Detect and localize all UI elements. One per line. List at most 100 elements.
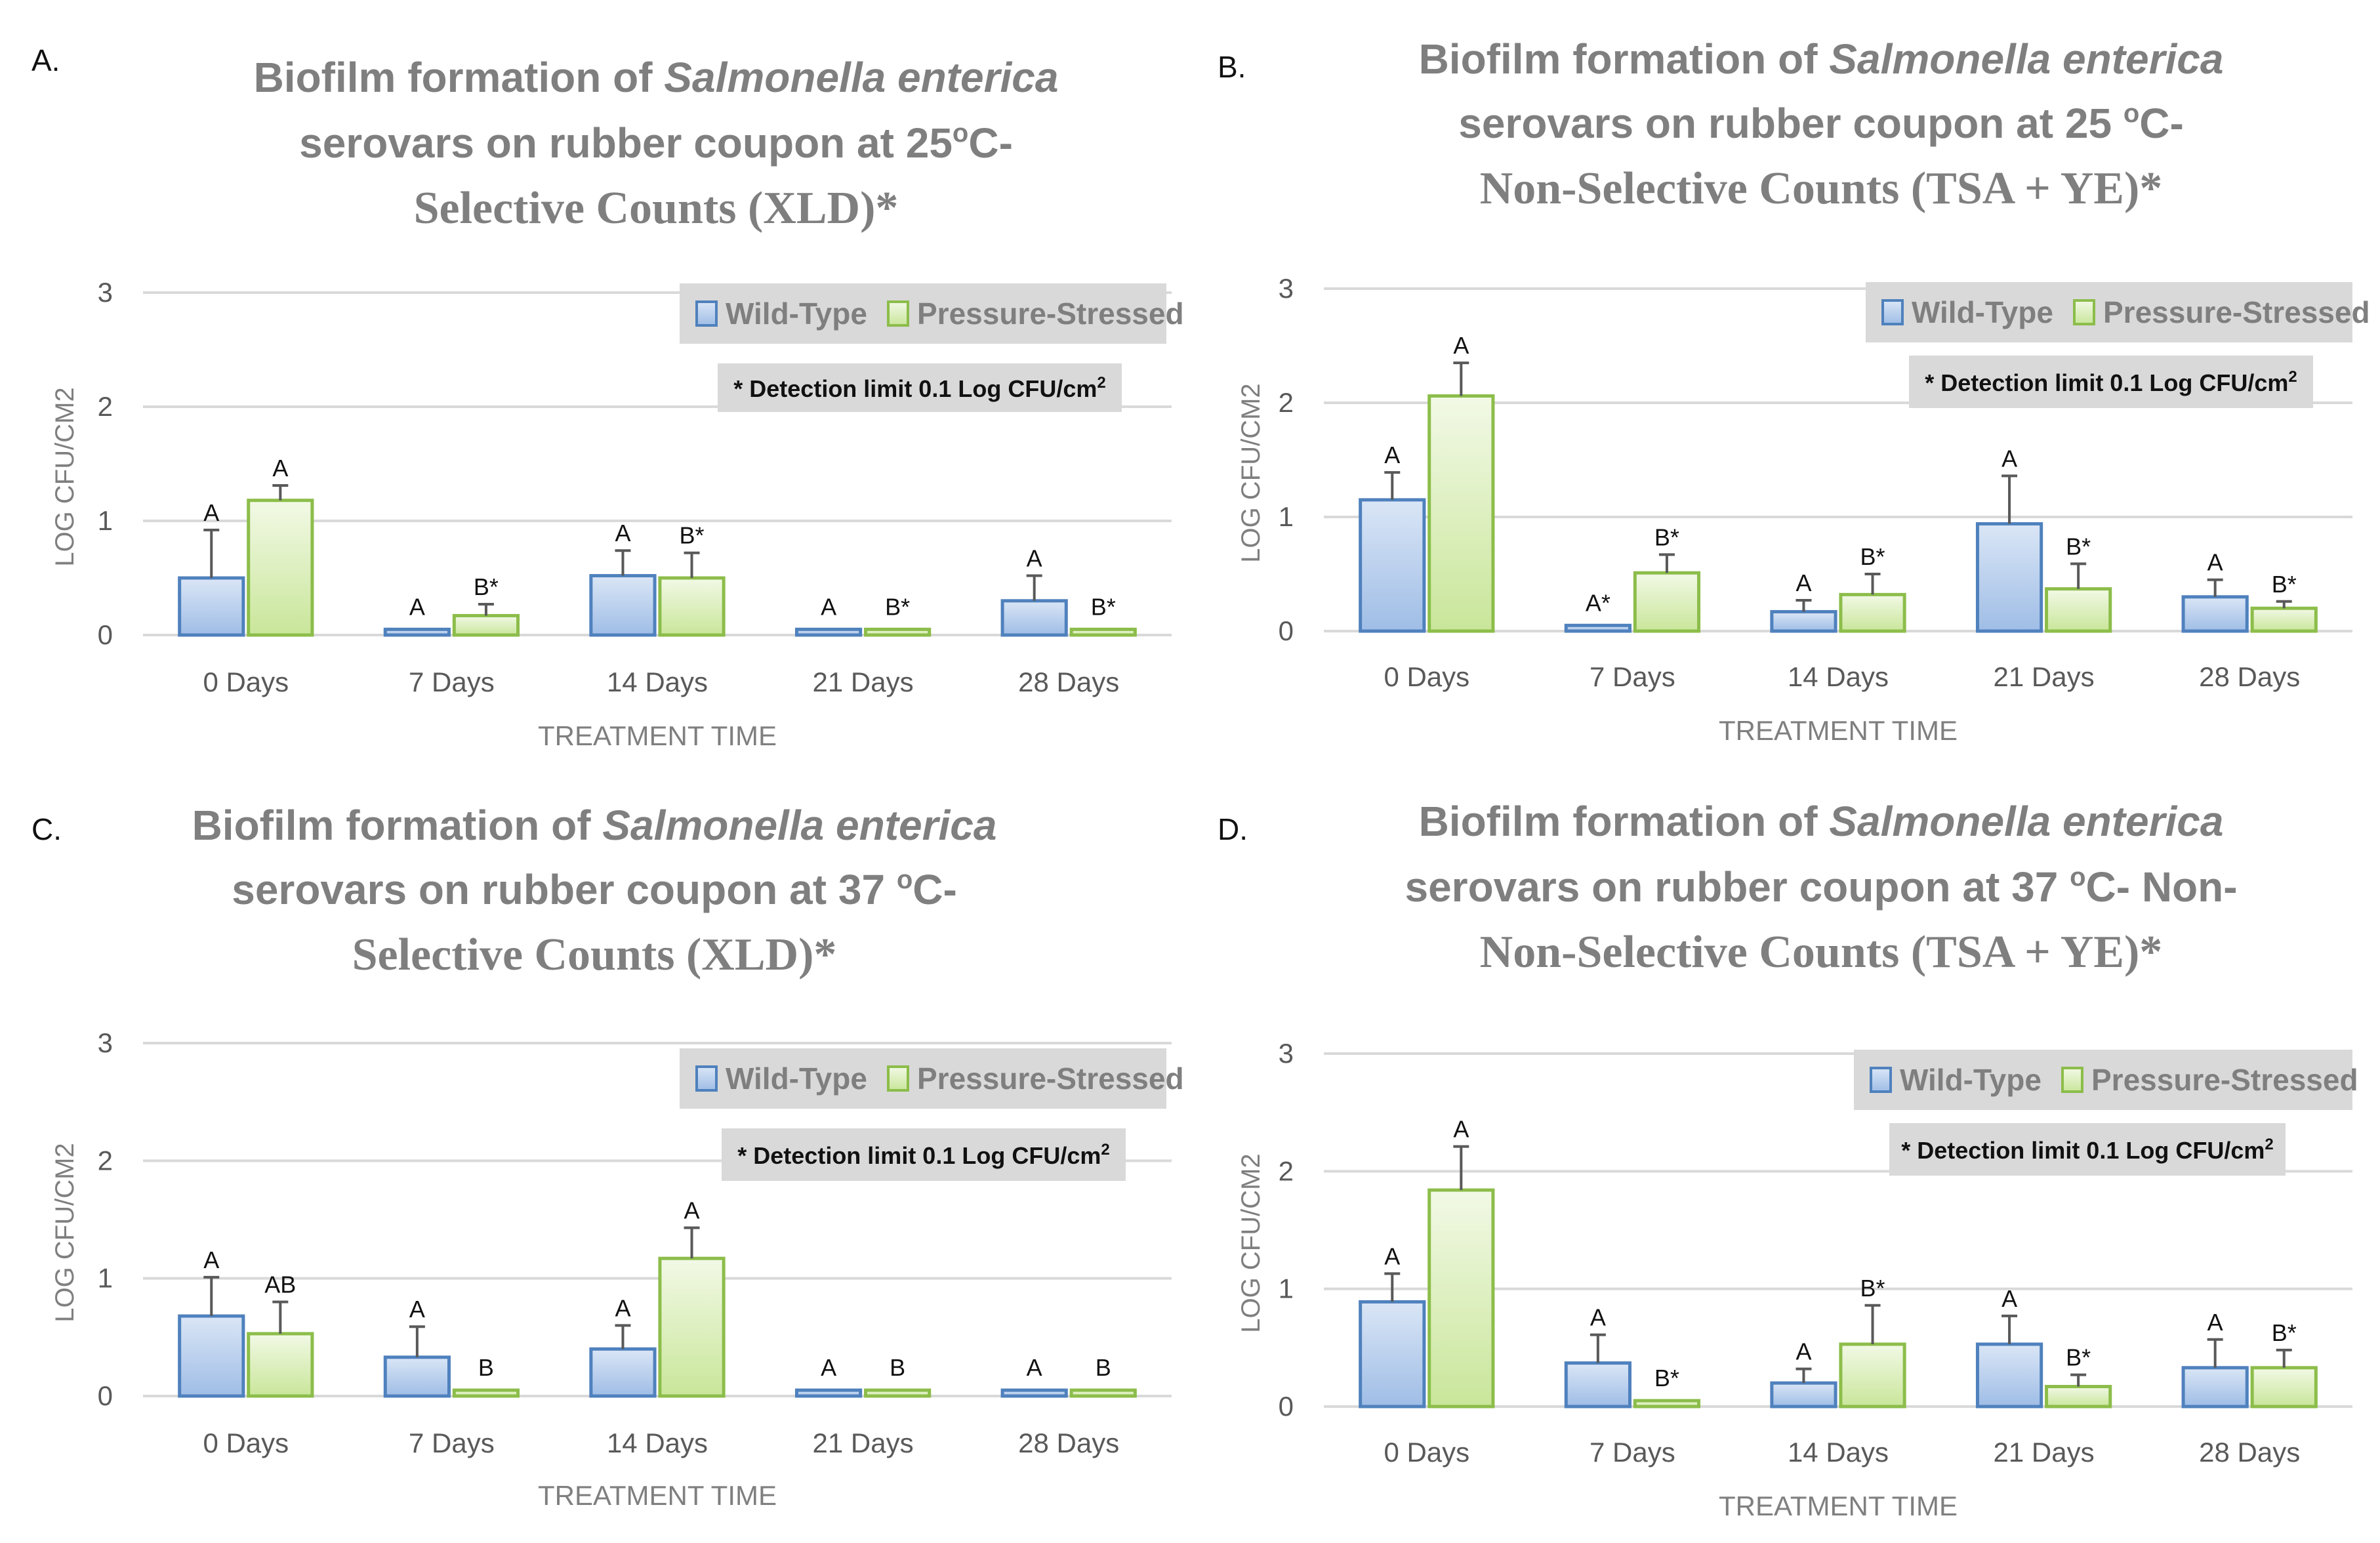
detection-limit-note: * Detection limit 0.1 Log CFU/cm2 [722, 1128, 1126, 1181]
note-main: * Detection limit 0.1 Log CFU/cm [737, 1142, 1101, 1169]
chart-title-line1: Biofilm formation of Salmonella enterica [192, 802, 997, 849]
significance-label: A [1384, 1243, 1400, 1269]
note-text: * Detection limit 0.1 Log CFU/cm2 [737, 1141, 1109, 1169]
bar-wild-type [589, 574, 657, 637]
legend: Wild-Type Pressure-Stressed [1854, 1050, 2358, 1110]
category-label: 0 Days [203, 1428, 289, 1458]
category-label: 7 Days [1590, 1437, 1675, 1468]
category-label: 14 Days [1788, 661, 1889, 692]
chart-title-line2: serovars on rubber coupon at 37 oC- [232, 865, 957, 913]
bar-wild-type [1975, 522, 2043, 633]
chart-title-line1: Biofilm formation of Salmonella enterica [1419, 35, 2224, 83]
significance-label: A [2207, 549, 2223, 576]
title-species: Salmonella enterica [1829, 798, 2223, 845]
significance-label: A [1384, 442, 1400, 468]
bar-wild-type [178, 1314, 245, 1398]
panel-letter: C. [31, 812, 62, 846]
bar-wild-type [383, 1355, 451, 1398]
y-tick-label: 3 [1279, 1038, 1294, 1069]
legend-swatch-wild-type [1881, 299, 1904, 325]
category-label: 0 Days [203, 667, 289, 697]
note-background [1909, 356, 2313, 408]
legend-swatch-pressure-stressed [2073, 299, 2095, 325]
title-conditions: serovars on rubber coupon at 25 [299, 119, 953, 167]
y-tick-label: 3 [1279, 273, 1294, 304]
significance-label: A [821, 593, 836, 620]
y-tick-label: 2 [98, 391, 113, 422]
legend-swatch-wild-type [695, 300, 718, 327]
bar-pressure-stressed [1427, 394, 1495, 633]
bar-wild-type [2181, 595, 2249, 633]
significance-label: A [1453, 332, 1469, 359]
title-degree-sup: o [953, 119, 968, 148]
y-tick-label: 1 [1279, 1273, 1294, 1304]
legend-background [1866, 282, 2352, 342]
bar-pressure-stressed [1839, 1342, 1906, 1409]
chart-panel-d: D. Biofilm formation of Salmonella enteri… [1218, 798, 2358, 1521]
significance-label: B* [1091, 593, 1116, 620]
bar-pressure-stressed [864, 627, 932, 637]
title-unit: C- [968, 119, 1013, 167]
legend-label-wild-type: Wild-Type [1900, 1063, 2041, 1097]
significance-label: A [203, 1246, 219, 1273]
bar-pressure-stressed [452, 613, 520, 637]
y-tick-label: 1 [98, 505, 113, 536]
legend-background [1854, 1050, 2352, 1110]
legend: Wild-Type Pressure-Stressed [680, 283, 1184, 344]
y-tick-label: 0 [1279, 1391, 1294, 1422]
title-unit: C- [2139, 100, 2184, 147]
chart-title-line2: serovars on rubber coupon at 25 oC- [1458, 99, 2184, 147]
legend-swatch-wild-type [1870, 1067, 1892, 1093]
significance-label: B [1096, 1354, 1111, 1381]
bar-wild-type [178, 576, 245, 637]
significance-label: A [409, 1296, 425, 1323]
bar-pressure-stressed [2250, 606, 2318, 633]
title-unit: C- [913, 866, 957, 913]
significance-label: B* [1860, 543, 1885, 570]
bar-pressure-stressed [1427, 1188, 1495, 1409]
significance-label: A [1590, 1304, 1606, 1331]
y-tick-label: 2 [1279, 387, 1294, 418]
chart-title-line3: Selective Counts (XLD)* [414, 183, 899, 234]
significance-label: B* [1654, 1365, 1679, 1391]
note-main: * Detection limit 0.1 Log CFU/cm [733, 375, 1097, 402]
bar-pressure-stressed [1633, 571, 1701, 633]
y-tick-label: 0 [98, 1380, 113, 1411]
legend-swatch-pressure-stressed [887, 300, 909, 327]
title-prefix: Biofilm formation of [254, 54, 665, 101]
detection-limit-note: * Detection limit 0.1 Log CFU/cm2 [1889, 1123, 2286, 1176]
y-tick-label: 0 [98, 619, 113, 650]
significance-label: A [684, 1197, 700, 1224]
category-label: 28 Days [1018, 1428, 1119, 1458]
x-axis-label: TREATMENT TIME [1719, 715, 1958, 746]
y-tick-label: 2 [1279, 1155, 1294, 1186]
category-label: 21 Days [813, 667, 914, 697]
title-prefix: Biofilm formation of [1419, 35, 1830, 83]
title-degree-sup: o [2124, 99, 2139, 128]
legend: Wild-Type Pressure-Stressed [680, 1048, 1184, 1109]
bar-wild-type [589, 1347, 657, 1398]
category-label: 28 Days [1018, 667, 1119, 697]
category-label: 7 Days [409, 1428, 495, 1458]
significance-label: B* [1860, 1275, 1885, 1302]
bar-pressure-stressed [2045, 587, 2112, 633]
note-background [1889, 1123, 2286, 1176]
y-axis-label: LOG CFU/CM2 [51, 387, 79, 566]
significance-label: A [1795, 1338, 1811, 1365]
legend-swatch-pressure-stressed [2061, 1067, 2083, 1093]
title-degree-sup: o [2070, 863, 2085, 892]
chart-title-line3: Non-Selective Counts (TSA + YE)* [1480, 927, 2163, 977]
title-prefix: Biofilm formation of [192, 802, 603, 849]
bar-pressure-stressed [1633, 1399, 1701, 1409]
note-superscript: 2 [2288, 368, 2297, 386]
category-label: 21 Days [813, 1428, 914, 1458]
bar-wild-type [383, 627, 451, 637]
y-tick-label: 3 [98, 1027, 113, 1058]
panel-letter: A. [31, 43, 60, 77]
legend-label-wild-type: Wild-Type [726, 1061, 867, 1096]
category-label: 28 Days [2199, 1437, 2300, 1468]
title-conditions: serovars on rubber coupon at 37 [232, 866, 897, 913]
y-axis-label: LOG CFU/CM2 [51, 1143, 79, 1322]
category-label: 0 Days [1384, 1437, 1469, 1468]
